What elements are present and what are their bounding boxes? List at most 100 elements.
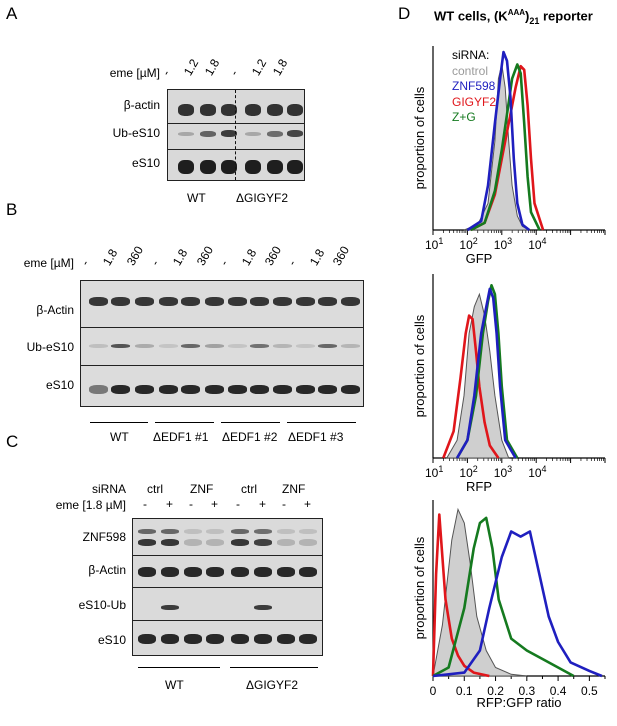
blot-band (161, 529, 179, 534)
panel-b-group-line (221, 422, 280, 423)
blot-band (184, 529, 202, 534)
blot-band (245, 104, 261, 116)
blot-band (161, 539, 179, 546)
x-tick-label: 0.1 (456, 684, 473, 698)
blot-band (205, 344, 224, 348)
blot-band (161, 634, 179, 644)
blot-band (254, 539, 272, 546)
blot-band (111, 344, 130, 348)
panel-b-group-label: WT (110, 430, 129, 444)
blot-band (206, 567, 224, 577)
blot-band (296, 297, 315, 306)
blot-band (267, 131, 283, 137)
panel-c-row-label: β-Actin (88, 563, 126, 577)
panel-b-group-label: ΔEDF1 #2 (222, 430, 278, 444)
panel-b-group-line (90, 422, 148, 423)
blot-band (287, 160, 303, 174)
blot-band (299, 529, 317, 534)
panel-c-group-line (138, 667, 220, 668)
blot-band (89, 344, 108, 348)
blot-band (254, 567, 272, 577)
series-zg-line (432, 516, 575, 678)
blot-band (299, 567, 317, 577)
blot-band (178, 160, 194, 174)
panel-c-row-label: eS10-Ub (78, 598, 126, 612)
blot-band (277, 529, 295, 534)
panel-c-eme-label: eme [1.8 µM] (55, 498, 126, 512)
panel-b-blot (80, 280, 364, 407)
panel-c-eme-sign: + (259, 497, 267, 511)
panel-c-group-label: ΔGIGYF2 (246, 678, 299, 692)
series-control-area (463, 64, 530, 231)
series-znf598-line (466, 50, 531, 232)
y-axis-label: proportion of cells (412, 536, 427, 639)
blot-band (318, 344, 337, 348)
blot-band (161, 605, 179, 610)
x-tick-label: 101 (425, 464, 443, 480)
blot-band (245, 160, 261, 174)
x-tick-label: 103 (494, 236, 512, 252)
blot-band (296, 385, 315, 394)
blot-band (254, 529, 272, 534)
x-tick-label: 102 (459, 236, 477, 252)
blot-band (111, 297, 130, 306)
series-zg-line (470, 63, 541, 232)
legend-title: siRNA: (452, 48, 490, 62)
x-tick-label: 103 (494, 464, 512, 480)
blot-band (277, 567, 295, 577)
blot-band (296, 344, 315, 348)
blot-band (231, 539, 249, 546)
x-axis-label: RFP (466, 479, 492, 494)
blot-band (341, 297, 360, 306)
blot-band (250, 344, 269, 348)
blot-band (273, 297, 292, 306)
blot-band (135, 297, 154, 306)
blot-band (250, 385, 269, 394)
blot-band (205, 385, 224, 394)
panel-c-sirna-label-item: ctrl (147, 482, 163, 496)
panel-c-letter: C (6, 432, 19, 451)
blot-band (206, 634, 224, 644)
blot-band (138, 634, 156, 644)
blot-band (318, 385, 337, 394)
panel-b-letter: B (6, 200, 18, 219)
blot-band (245, 132, 261, 136)
panel-a-blot (167, 89, 305, 181)
blot-band (200, 131, 216, 137)
blot-band (138, 567, 156, 577)
blot-band (267, 160, 283, 174)
panel-b-row-label: eS10 (45, 378, 74, 392)
blot-band (159, 344, 178, 348)
blot-band (159, 385, 178, 394)
panel-b-eme-label: eme [µM] (23, 256, 74, 270)
panel-a-row-label: eS10 (131, 156, 160, 170)
blot-band (228, 297, 247, 306)
panel-c-group-label: WT (165, 678, 184, 692)
series-znf598-line (455, 287, 517, 459)
panel-c-sirna-label-item: ctrl (241, 482, 257, 496)
blot-band (287, 130, 303, 137)
blot-band (184, 634, 202, 644)
blot-band (181, 385, 200, 394)
x-tick-label: 104 (528, 236, 546, 252)
blot-band (206, 539, 224, 546)
legend-item-control: control (452, 63, 489, 78)
panel-c-row-label: ZNF598 (82, 530, 126, 544)
panel-c-sirna-label-item: ZNF (282, 482, 306, 496)
panel-a-group-label: WT (187, 191, 206, 205)
blot-band (231, 634, 249, 644)
panel-b-group-label: ΔEDF1 #3 (288, 430, 344, 444)
x-tick-label: 0.5 (581, 684, 598, 698)
blot-band (181, 344, 200, 348)
blot-band (178, 104, 194, 116)
blot-band (299, 539, 317, 546)
panel-b-row-label: Ub-eS10 (26, 340, 74, 354)
blot-band (299, 634, 317, 644)
x-tick-label: 0 (430, 684, 437, 698)
blot-band (138, 529, 156, 534)
blot-band (135, 385, 154, 394)
blot-band (178, 132, 194, 136)
panel-c-eme-sign: - (189, 497, 193, 511)
blot-band (89, 297, 108, 306)
